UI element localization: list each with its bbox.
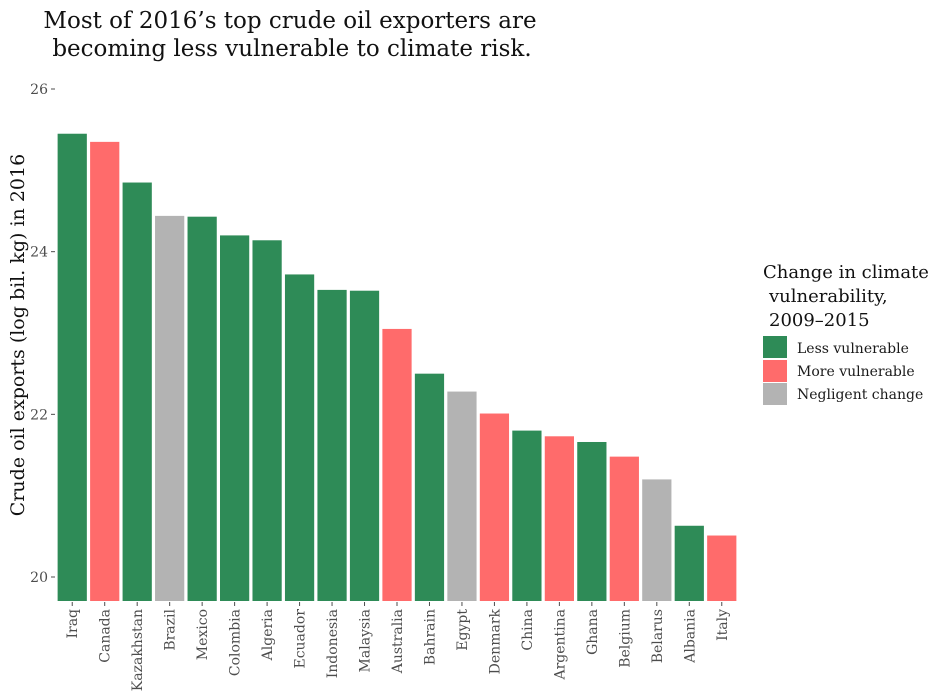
x-tick-label-china: China	[520, 609, 536, 651]
legend-title-line-3: 2009–2015	[769, 310, 870, 331]
x-tick-label-ecuador: Ecuador	[293, 609, 309, 669]
x-tick-label-egypt: Egypt	[455, 609, 471, 651]
legend-title-line-2: vulnerability,	[768, 286, 888, 307]
bar-belgium	[609, 456, 639, 601]
bar-belarus	[642, 479, 672, 601]
y-tick-label: 24	[30, 245, 48, 261]
bar-bahrain	[414, 373, 445, 601]
legend-swatch-more-vulnerable	[763, 360, 787, 382]
x-tick-label-argentina: Argentina	[552, 609, 568, 681]
legend-label-negligent-change: Negligent change	[797, 387, 923, 403]
x-tick-label-albania: Albania	[682, 609, 698, 664]
chart-title-line-2: becoming less vulnerable to climate risk…	[52, 36, 531, 62]
bar-indonesia	[317, 289, 347, 601]
bar-egypt	[447, 391, 477, 601]
legend-title-line-1: Change in climate	[763, 262, 929, 283]
bar-iraq	[57, 133, 87, 602]
bar-albania	[674, 525, 704, 601]
legend-label-more-vulnerable: More vulnerable	[797, 364, 915, 380]
y-axis-label: Crude oil exports (log bil. kg) in 2016	[7, 154, 29, 516]
bar-argentina	[544, 436, 574, 601]
x-tick-label-kazakhstan: Kazakhstan	[130, 609, 146, 691]
x-tick-label-belgium: Belgium	[617, 609, 633, 668]
x-tick-label-malaysia: Malaysia	[358, 609, 374, 672]
legend-swatch-less-vulnerable	[763, 336, 787, 358]
bar-mexico	[187, 216, 217, 601]
x-tick-label-colombia: Colombia	[228, 609, 244, 676]
bar-australia	[382, 328, 412, 601]
x-tick-label-algeria: Algeria	[260, 609, 276, 661]
bar-kazakhstan	[122, 182, 152, 601]
chart-title-line-1: Most of 2016’s top crude oil exporters a…	[43, 8, 536, 34]
bar-canada	[90, 141, 120, 601]
legend-label-less-vulnerable: Less vulnerable	[797, 341, 909, 357]
y-tick-label: 22	[30, 407, 48, 423]
x-tick-label-belarus: Belarus	[650, 609, 666, 663]
bar-ghana	[577, 441, 607, 601]
x-tick-label-indonesia: Indonesia	[325, 609, 341, 678]
legend: Change in climate vulnerability, 2009–20…	[763, 262, 929, 405]
y-tick-label: 20	[30, 570, 48, 586]
bar-italy	[707, 535, 737, 601]
x-tick-label-brazil: Brazil	[163, 608, 179, 650]
x-tick-label-canada: Canada	[98, 609, 114, 663]
x-tick-label-bahrain: Bahrain	[422, 609, 438, 665]
x-tick-label-australia: Australia	[390, 609, 406, 674]
legend-swatch-negligent-change	[763, 383, 787, 405]
bar-denmark	[479, 413, 510, 601]
bar-brazil	[155, 215, 185, 601]
bar-algeria	[252, 240, 282, 601]
x-tick-label-denmark: Denmark	[487, 608, 503, 674]
y-tick-label: 26	[30, 82, 48, 98]
bar-colombia	[220, 235, 250, 601]
bar-china	[512, 430, 542, 601]
bar-malaysia	[349, 290, 380, 601]
bar-ecuador	[284, 274, 315, 601]
y-axis: 20 22 24 26	[30, 82, 55, 586]
x-tick-label-italy: Italy	[715, 609, 731, 641]
x-tick-label-iraq: Iraq	[65, 609, 81, 639]
bars	[57, 133, 737, 602]
x-tick-label-ghana: Ghana	[585, 609, 601, 655]
x-axis: Iraq Canada Kazakhstan Brazil Mexico Colombia…	[65, 602, 731, 691]
x-tick-label-mexico: Mexico	[195, 609, 211, 660]
